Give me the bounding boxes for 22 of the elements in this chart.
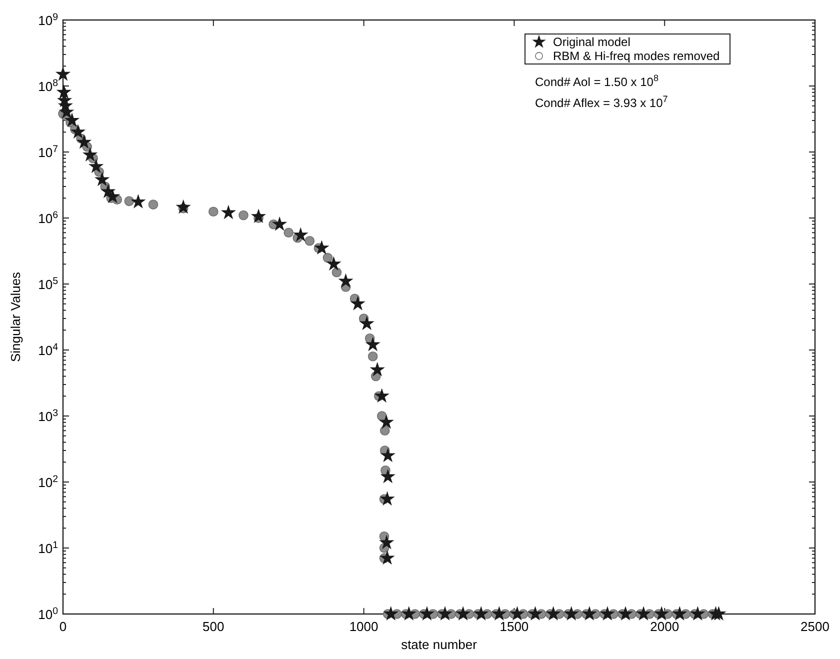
x-axis-title: state number bbox=[401, 637, 478, 652]
x-tick-label: 1500 bbox=[500, 619, 529, 634]
x-tick-label: 500 bbox=[202, 619, 224, 634]
y-tick-label: 10$^{8}$ bbox=[38, 78, 58, 94]
y-tick-label: 10$^{5}$ bbox=[38, 276, 59, 292]
y-tick-label: 10$^{0}$ bbox=[38, 606, 59, 622]
x-tick-label: 0 bbox=[59, 619, 67, 634]
y-tick-label: 10$^{1}$ bbox=[38, 540, 58, 556]
y-tick-label: 10$^{3}$ bbox=[38, 408, 58, 424]
annotation: Cond# Aflex = 3.93 x 10$^{7}$ bbox=[535, 94, 668, 110]
y-axis-title: Singular Values bbox=[8, 271, 23, 362]
x-tick-label: 2500 bbox=[800, 619, 830, 634]
y-tick-label: 10$^{9}$ bbox=[38, 12, 58, 28]
legend-label: RBM & Hi-freq modes removed bbox=[553, 49, 720, 63]
x-tick-label: 2000 bbox=[650, 619, 680, 634]
y-tick-label: 10$^{7}$ bbox=[38, 144, 58, 160]
y-tick-label: 10$^{6}$ bbox=[38, 210, 58, 226]
x-tick-label: 1000 bbox=[349, 619, 378, 634]
legend-label: Original model bbox=[553, 35, 630, 49]
y-tick-label: 10$^{4}$ bbox=[38, 342, 59, 358]
annotation: Cond# Aol = 1.50 x 10$^{8}$ bbox=[535, 73, 658, 89]
y-tick-label: 10$^{2}$ bbox=[38, 474, 58, 490]
